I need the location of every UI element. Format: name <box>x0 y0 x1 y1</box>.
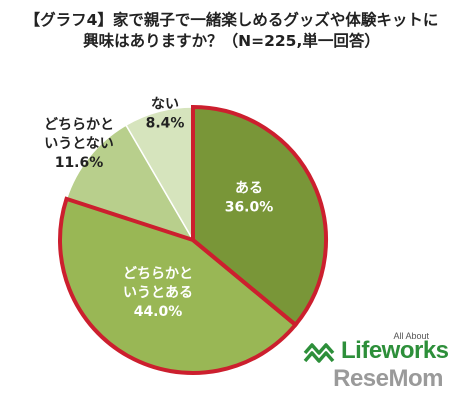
lifeworks-logo-text: Lifeworks <box>341 337 449 364</box>
chart-title-line-2: 興味はありますか？（N=225,単一回答） <box>83 32 380 50</box>
pie-slice-3 <box>65 124 195 242</box>
slice-label-2: どちらかというとある 44.0% <box>123 266 193 320</box>
highlight-outline-1 <box>191 104 328 328</box>
slice-value-1: 36.0% <box>225 200 274 216</box>
slice-label-4: ない 8.4% <box>146 97 185 132</box>
slice-value-2: 44.0% <box>134 304 183 320</box>
slice-label-1: ある 36.0% <box>225 181 274 216</box>
brand-logos: All About Lifeworks ReseMom <box>301 331 451 395</box>
slice-category-2: いうとある <box>123 285 193 301</box>
slice-value-4: 8.4% <box>146 116 185 132</box>
slice-category-4: ない <box>151 97 179 113</box>
slice-category-1: ある <box>235 181 263 197</box>
slice-label-3: どちらかというとない 11.6% <box>44 117 114 171</box>
slice-value-3: 11.6% <box>55 155 104 171</box>
lifeworks-logo-icon <box>303 343 335 363</box>
slice-category-2: どちらかと <box>123 266 193 282</box>
resemom-watermark: ReseMom <box>333 365 443 392</box>
chart-title-line-1: 【グラフ4】家で親子で一緒楽しめるグッズや体験キットに <box>24 11 439 29</box>
slice-category-3: いうとない <box>44 136 114 152</box>
all-about-text: All About <box>393 331 429 341</box>
highlight-outline-2 <box>58 196 299 375</box>
chart-title: 【グラフ4】家で親子で一緒楽しめるグッズや体験キットに 興味はありますか？（N=… <box>0 10 463 52</box>
slice-category-3: どちらかと <box>44 117 114 133</box>
